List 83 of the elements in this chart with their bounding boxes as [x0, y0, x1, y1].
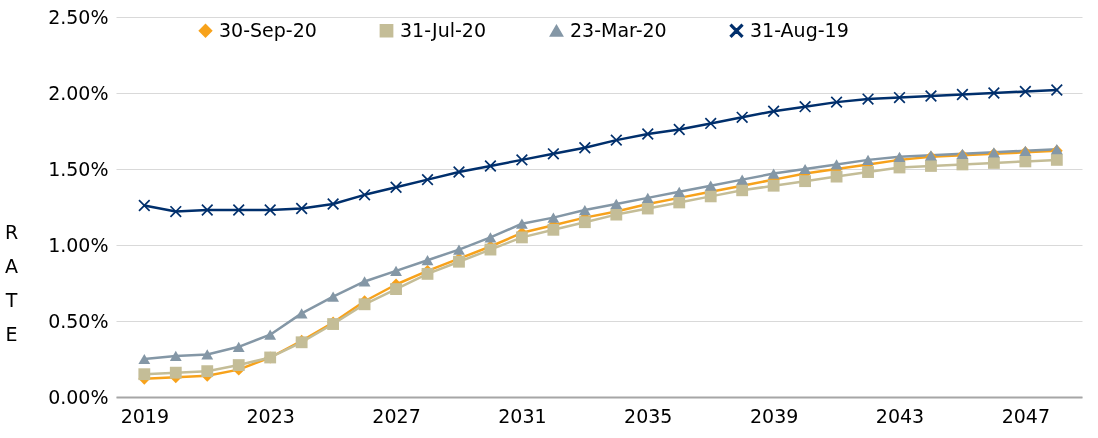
point	[830, 170, 843, 183]
x-tick-label: 2019	[120, 404, 169, 427]
legend-label: 31-Aug-19	[750, 18, 849, 41]
point	[862, 154, 874, 165]
point	[138, 368, 151, 381]
x-tick-label: 2043	[875, 404, 925, 427]
point	[295, 308, 308, 319]
legend-label: 23-Mar-20	[570, 18, 667, 41]
y-tick-label: 0.50%	[48, 309, 109, 332]
y-axis-title: RATE	[4, 220, 19, 345]
point	[138, 353, 151, 365]
point	[704, 190, 717, 203]
x-tick-label: 2035	[624, 404, 673, 427]
point	[515, 231, 528, 244]
point	[232, 359, 245, 371]
x-tick-label: 2023	[246, 404, 295, 427]
point	[862, 93, 874, 105]
point	[987, 157, 1000, 169]
point	[390, 283, 402, 295]
point	[547, 147, 560, 160]
point	[862, 166, 874, 178]
point	[201, 349, 214, 360]
point	[704, 180, 717, 191]
y-tick-label: 2.00%	[48, 81, 109, 104]
point	[390, 265, 402, 276]
point	[673, 196, 686, 209]
x-tick-label: 2027	[372, 404, 421, 427]
legend-label: 31-Jul-20	[400, 18, 487, 41]
point	[1050, 84, 1063, 96]
point	[799, 175, 812, 188]
point	[925, 160, 937, 172]
point	[295, 202, 308, 215]
point	[893, 151, 906, 162]
point	[1019, 155, 1032, 168]
point	[641, 192, 654, 203]
point	[453, 244, 465, 255]
point	[327, 198, 340, 210]
y-tick-label: 1.00%	[48, 233, 109, 256]
point	[578, 141, 591, 154]
y-tick-label: 0.00%	[48, 385, 109, 408]
point	[421, 173, 434, 186]
point	[736, 184, 749, 197]
point	[1019, 85, 1032, 98]
y-tick-label: 1.50%	[48, 157, 109, 180]
point	[736, 174, 749, 185]
point	[453, 166, 465, 178]
point	[799, 163, 812, 175]
x-tick-label: 2031	[498, 404, 547, 427]
point	[704, 117, 717, 130]
point	[201, 365, 214, 378]
point	[673, 186, 686, 197]
point	[264, 329, 277, 340]
point	[767, 179, 780, 192]
point	[264, 204, 277, 216]
point	[767, 105, 780, 118]
point	[515, 153, 528, 166]
point	[925, 90, 937, 102]
point	[232, 341, 245, 352]
point	[515, 218, 528, 229]
point	[830, 159, 843, 170]
point	[578, 204, 591, 216]
point	[169, 366, 182, 379]
x-tick-label: 2039	[749, 404, 799, 427]
point	[169, 350, 182, 362]
legend-label: 30-Sep-20	[219, 18, 317, 41]
point	[987, 87, 1000, 99]
point	[547, 223, 560, 236]
y-tick-label: 2.50%	[48, 5, 109, 28]
x-tick-label: 2047	[1001, 404, 1051, 427]
point	[641, 202, 654, 215]
point	[421, 255, 434, 266]
point	[578, 216, 591, 229]
point	[484, 232, 497, 243]
point	[1050, 153, 1063, 166]
point	[327, 291, 340, 302]
point	[138, 199, 151, 212]
point	[956, 88, 969, 101]
point	[736, 111, 749, 124]
point	[358, 276, 371, 287]
point	[610, 198, 623, 210]
point	[767, 168, 780, 179]
point	[547, 212, 560, 223]
point	[893, 91, 906, 104]
